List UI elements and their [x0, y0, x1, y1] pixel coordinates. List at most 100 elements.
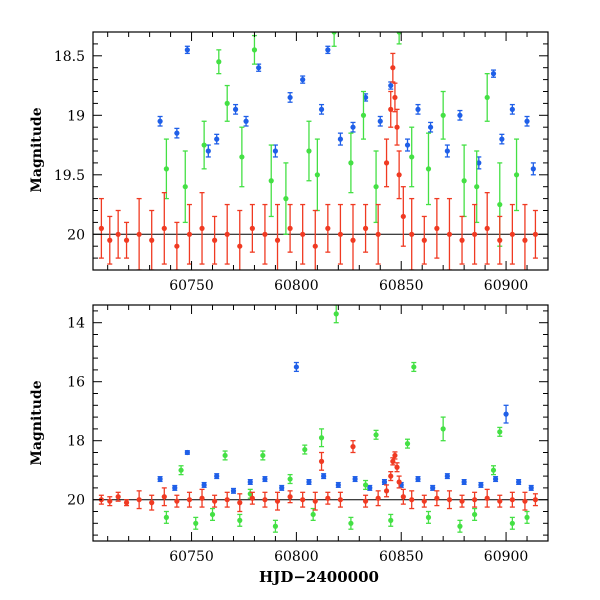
- marker: [302, 446, 308, 453]
- marker: [367, 485, 373, 491]
- top-red-point: [174, 221, 180, 270]
- bottom-green-point: [222, 450, 228, 461]
- top-blue-point: [377, 115, 383, 127]
- top-green-point: [409, 126, 415, 188]
- marker: [392, 94, 398, 101]
- marker: [430, 485, 436, 491]
- bottom-red-point: [262, 491, 268, 508]
- marker: [214, 473, 220, 479]
- marker: [337, 497, 344, 503]
- bottom-panel-ylabel: Magnitude: [29, 380, 45, 465]
- bottom-blue-point: [230, 487, 237, 494]
- marker: [513, 172, 520, 178]
- top-green-point: [251, 34, 258, 65]
- marker: [434, 225, 440, 231]
- marker: [157, 118, 163, 124]
- marker: [400, 494, 406, 500]
- marker: [107, 237, 113, 243]
- bottom-red-point: [149, 494, 155, 511]
- top-red-point: [224, 203, 230, 265]
- bottom-red-point: [392, 451, 398, 460]
- top-blue-point: [157, 115, 163, 127]
- top-blue-point: [232, 103, 239, 115]
- marker: [136, 231, 142, 237]
- marker: [262, 476, 268, 482]
- marker: [411, 364, 417, 370]
- marker: [459, 498, 465, 504]
- bottom-red-point: [459, 494, 465, 508]
- marker: [333, 311, 339, 317]
- top-green-point: [461, 144, 467, 218]
- bottom-green-point: [457, 519, 463, 533]
- top-red-point: [459, 215, 465, 265]
- marker: [497, 237, 503, 243]
- marker: [205, 148, 211, 154]
- top-blue-point: [300, 75, 306, 84]
- marker: [262, 231, 268, 237]
- top-blue-point: [325, 45, 331, 55]
- top-green-point: [484, 73, 490, 122]
- bottom-red-point: [199, 488, 205, 508]
- top-data: [98, 32, 539, 270]
- top-red-point: [484, 191, 490, 265]
- marker: [404, 142, 411, 148]
- top-red-point: [337, 203, 344, 265]
- top-red-point: [123, 221, 130, 259]
- marker: [360, 112, 367, 118]
- marker: [409, 231, 415, 237]
- bottom-red-point: [107, 496, 113, 507]
- marker: [509, 231, 515, 237]
- marker: [243, 118, 249, 124]
- marker: [478, 482, 484, 488]
- marker: [123, 237, 130, 243]
- marker: [186, 497, 193, 503]
- marker: [421, 237, 427, 243]
- bottom-red-point: [350, 440, 356, 454]
- marker: [383, 488, 390, 494]
- bottom-green-point: [362, 479, 369, 491]
- bottom-red-point: [362, 494, 369, 508]
- bottom-red-point: [383, 484, 390, 498]
- bottom-red-point: [497, 494, 503, 508]
- top-blue-point: [205, 144, 211, 158]
- bottom-red-point: [212, 494, 218, 508]
- marker: [325, 495, 331, 501]
- marker: [388, 82, 394, 89]
- marker: [312, 498, 318, 504]
- top-red-point: [274, 203, 281, 270]
- marker: [499, 136, 505, 142]
- top-blue-point: [243, 115, 249, 127]
- marker: [178, 467, 184, 473]
- marker: [472, 511, 478, 518]
- top-red-point: [497, 215, 503, 265]
- bottom-green-point: [163, 510, 169, 524]
- bottom-red-point: [300, 491, 306, 508]
- bottom-red-point: [409, 490, 415, 510]
- marker: [373, 184, 379, 190]
- marker: [172, 485, 178, 491]
- top-red-point: [287, 203, 293, 253]
- bottom-xtick-label: 60900: [484, 549, 529, 565]
- marker: [136, 497, 142, 503]
- marker: [256, 65, 262, 71]
- marker: [522, 237, 528, 243]
- marker: [484, 495, 490, 501]
- bottom-green-point: [524, 510, 530, 524]
- top-red-point: [509, 203, 515, 265]
- bottom-green-point: [509, 516, 515, 530]
- top-green-point: [360, 90, 367, 140]
- marker: [216, 59, 222, 65]
- bottom-red-point: [224, 491, 230, 508]
- marker: [490, 71, 497, 77]
- top-red-point: [446, 197, 453, 270]
- top-red-point: [375, 203, 381, 265]
- bottom-red-point: [472, 491, 478, 508]
- top-blue-point: [350, 121, 356, 133]
- bottom-ytick-label: 20: [67, 493, 85, 509]
- marker: [337, 136, 344, 142]
- bottom-red-point: [375, 490, 381, 507]
- marker: [237, 517, 243, 523]
- top-green-point: [216, 49, 222, 75]
- marker: [390, 65, 396, 71]
